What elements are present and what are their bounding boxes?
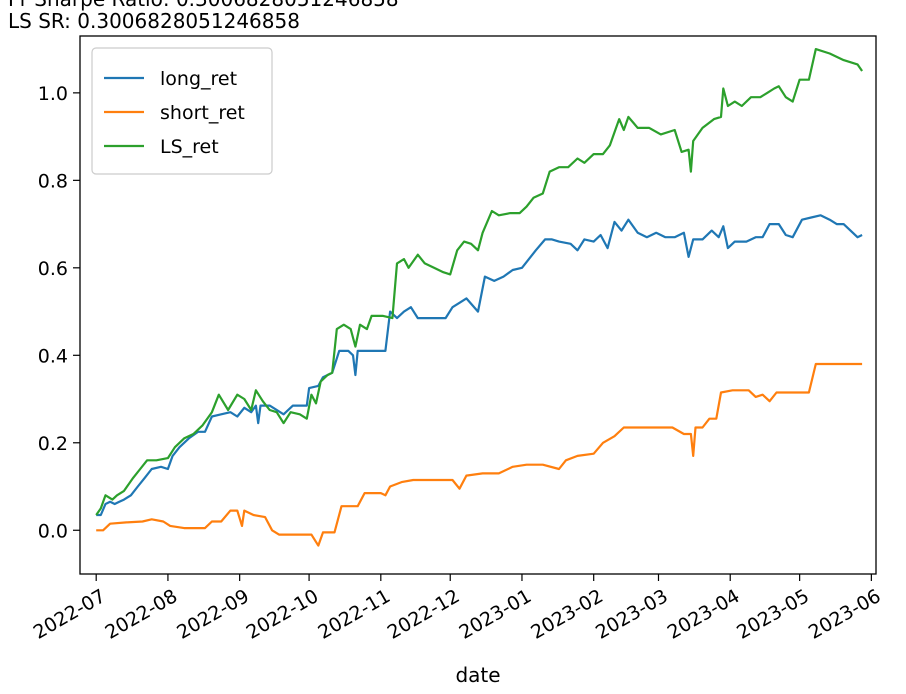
sharpe-ratio-text: LS SR: 0.3006828051246858 [8,9,300,33]
legend-label: long_ret [160,68,237,90]
series-line-short-ret [96,362,863,547]
axes-frame [79,35,877,575]
x-tick-label: 2023-02 [527,585,607,644]
series-line-LS-ret [95,47,864,516]
y-tick-label: 0.6 [38,258,68,280]
y-tick-label: 1.0 [38,83,68,105]
x-tick-label: 2022-08 [101,585,181,644]
plot-area [95,47,864,547]
x-tick-label: 2023-03 [592,585,672,644]
x-axis: 2022-072022-082022-092022-102022-112022-… [30,574,885,644]
x-tick-label: 2023-01 [456,585,536,644]
x-tick-label: 2022-07 [30,585,110,644]
y-axis: 0.0 0.2 0.4 0.6 0.8 1.0 [38,83,80,542]
x-axis-label: date [455,663,500,687]
legend-label: short_ret [160,102,245,124]
legend: long_ret short_ret LS_ret [91,47,273,175]
x-tick-label: 2023-06 [805,585,885,644]
x-tick-label: 2022-11 [314,585,394,644]
series-line-long-ret [96,214,863,517]
header-line-1: Pr Sharpe Ratio: 0.3006828051246858 [8,0,399,11]
y-tick-label: 0.8 [38,170,68,192]
y-tick-label: 0.0 [38,520,68,542]
x-tick-label: 2023-04 [664,585,744,644]
x-tick-label: 2023-05 [733,585,813,644]
y-tick-label: 0.4 [38,345,68,367]
y-tick-label: 0.2 [38,433,68,455]
legend-label: LS_ret [160,136,219,158]
legend-box [91,47,273,175]
x-tick-label: 2022-10 [243,585,323,644]
x-tick-label: 2022-12 [384,585,464,644]
x-tick-label: 2022-09 [173,585,253,644]
